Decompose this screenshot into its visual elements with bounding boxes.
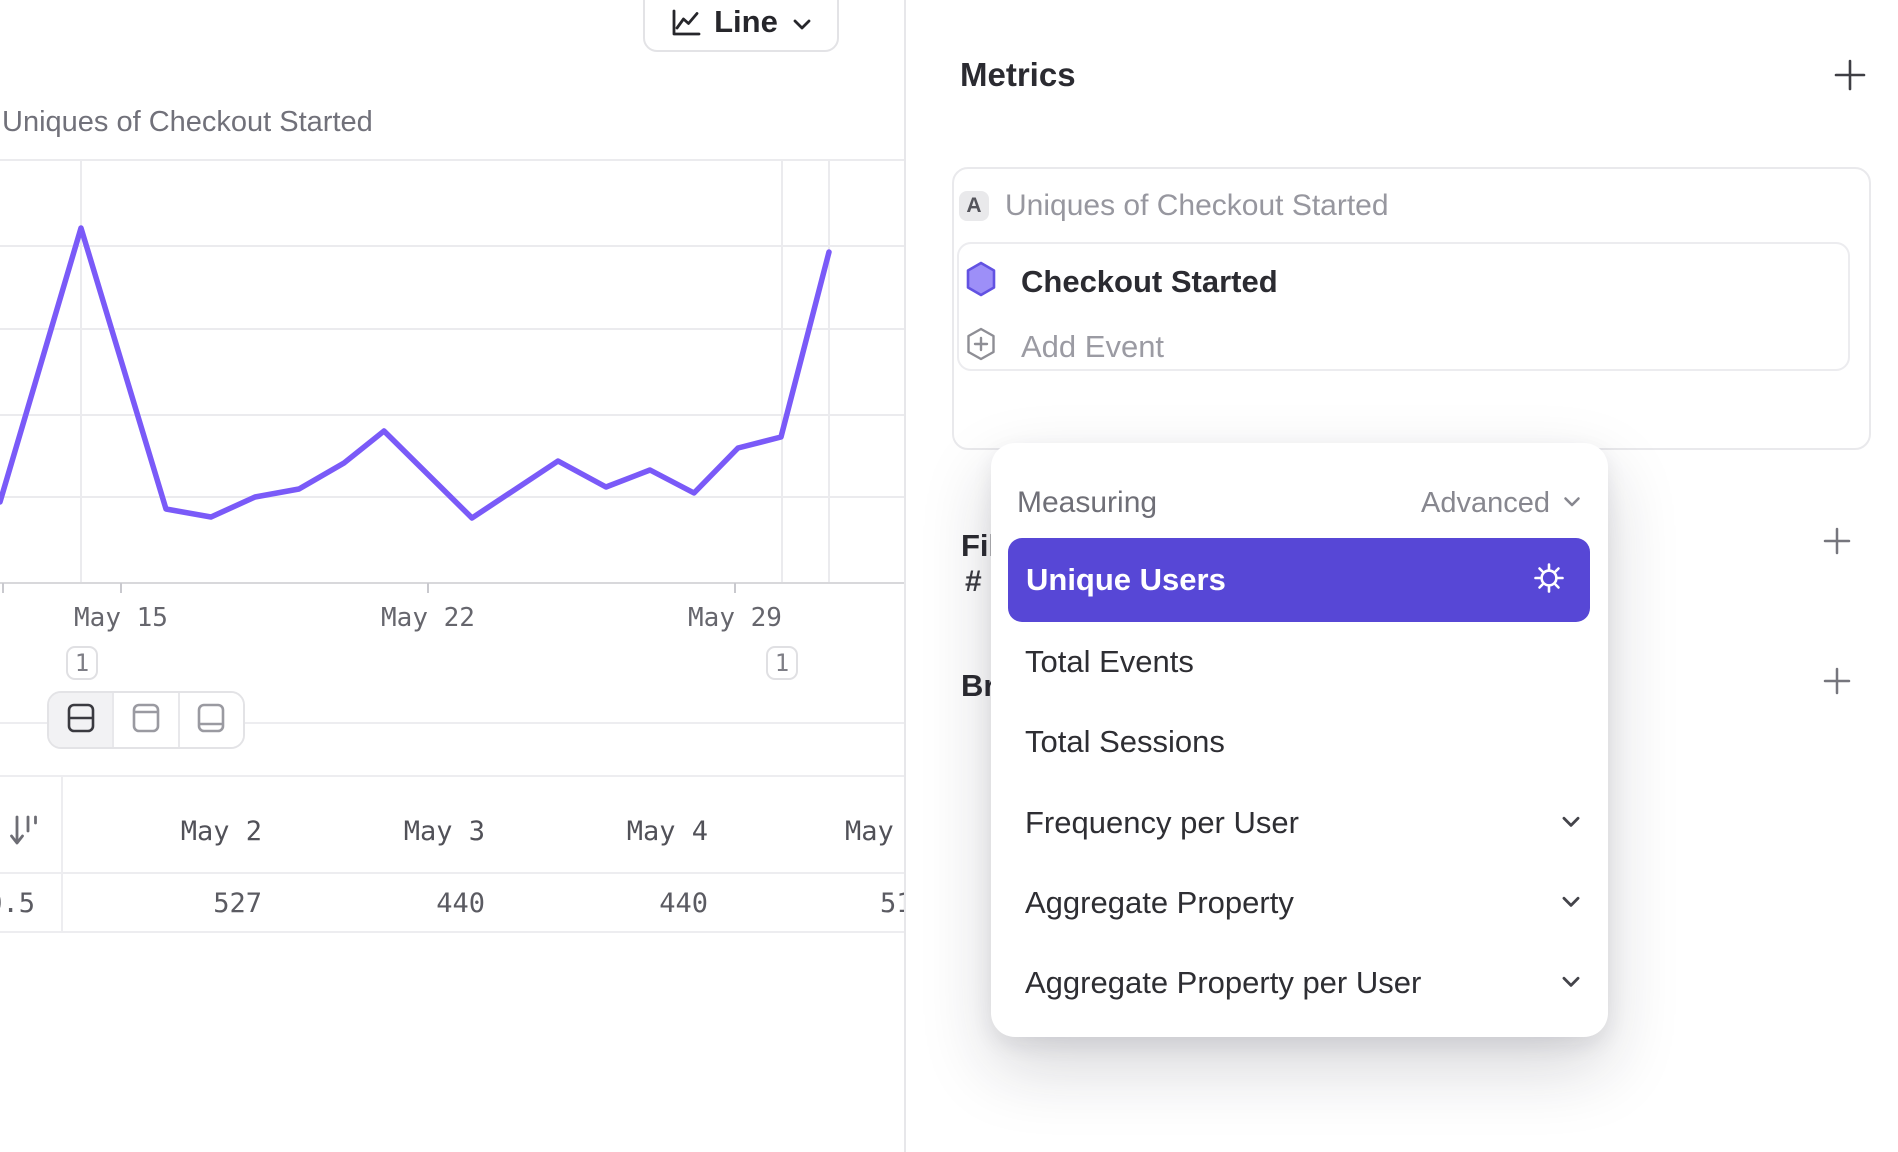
add-breakdown-button[interactable]	[1819, 665, 1855, 701]
event-hexagon-icon	[965, 261, 997, 302]
event-name: Checkout Started	[1021, 263, 1278, 299]
events-group-card: Checkout Started Add Event	[957, 242, 1850, 371]
chart-gridlines	[0, 159, 904, 583]
dropdown-option[interactable]: Aggregate Property per User	[1025, 961, 1584, 1005]
table-header-border	[0, 872, 904, 874]
chevron-down-icon	[1560, 489, 1584, 518]
table-header-cell[interactable]: May 2	[180, 816, 262, 847]
table-header-cell-clipped[interactable]: May	[845, 816, 894, 847]
table-value-cell: 527	[213, 888, 262, 919]
metrics-section-title: Metrics	[960, 56, 1076, 93]
dropdown-option[interactable]: Frequency per User	[1025, 801, 1584, 845]
chart-type-button[interactable]: Line	[643, 0, 839, 52]
table-header-cell[interactable]: May 3	[403, 816, 485, 847]
table-column-divider	[61, 775, 63, 931]
advanced-label: Advanced	[1421, 486, 1550, 519]
chart-view-icon	[130, 700, 162, 741]
view-chart-only-button[interactable]	[112, 693, 178, 747]
dropdown-option-label: Total Events	[1025, 644, 1194, 679]
chart-title: Uniques of Checkout Started	[2, 106, 373, 138]
metric-label: Uniques of Checkout Started	[1005, 189, 1389, 222]
advanced-mode-selector[interactable]: Advanced	[1421, 487, 1584, 520]
add-metric-button[interactable]	[1828, 55, 1872, 99]
chevron-down-icon	[1558, 808, 1584, 839]
dropdown-option-selected[interactable]: Unique Users	[1008, 538, 1590, 622]
chart-canvas[interactable]	[0, 140, 904, 610]
split-view-icon	[65, 700, 97, 741]
dropdown-option-label: Aggregate Property per User	[1025, 965, 1422, 1000]
x-tick-label: May 15	[74, 603, 168, 633]
aggregation-hash-label: #	[965, 565, 982, 598]
add-event-label: Add Event	[1021, 328, 1165, 364]
x-tick-label: May 22	[381, 603, 475, 633]
panel-divider	[904, 0, 906, 1152]
gear-icon[interactable]	[1530, 559, 1568, 602]
table-value-cell-clipped: 51	[880, 888, 904, 919]
chart-type-label: Line	[714, 4, 778, 39]
chevron-down-icon	[1558, 888, 1584, 919]
line-chart-icon	[668, 6, 702, 40]
table-row-label-clipped: 0.5	[0, 888, 35, 919]
table-view-icon	[195, 700, 227, 741]
add-event-button[interactable]: Add Event	[965, 327, 1164, 366]
add-event-hexagon-plus-icon	[965, 327, 997, 366]
query-builder-panel: Metrics A Uniques of Checkout Started	[906, 0, 1898, 1152]
metric-label-row: A Uniques of Checkout Started	[959, 189, 1389, 222]
table-value-cell: 440	[436, 888, 485, 919]
sort-icon[interactable]	[8, 812, 40, 857]
metric-card: A Uniques of Checkout Started Checkout S…	[952, 167, 1871, 613]
x-axis-ticks	[2, 583, 736, 593]
view-table-only-button[interactable]	[177, 693, 243, 747]
event-row[interactable]: Checkout Started	[965, 261, 1278, 302]
dropdown-option[interactable]: Total Events	[1025, 640, 1584, 684]
chevron-down-icon	[790, 12, 814, 40]
table-top-border	[0, 775, 904, 777]
metric-letter-badge[interactable]: A	[959, 191, 989, 221]
dropdown-option-label: Frequency per User	[1025, 805, 1299, 840]
dropdown-option[interactable]: Total Sessions	[1025, 720, 1584, 764]
chevron-down-icon	[1558, 968, 1584, 999]
table-header-cell[interactable]: May 4	[626, 816, 708, 847]
dropdown-option[interactable]: Aggregate Property	[1025, 881, 1584, 925]
x-tick-label: May 29	[688, 603, 782, 633]
chart-panel: Line Uniques of Checkout Started	[0, 0, 904, 1152]
plus-icon	[1830, 55, 1870, 100]
measuring-label: Measuring	[1017, 486, 1158, 519]
plus-icon	[1820, 524, 1854, 563]
chart-line	[0, 225, 832, 521]
dropdown-option-label: Total Sessions	[1025, 724, 1225, 759]
chart-table-divider	[0, 722, 904, 724]
axis-page-badge-right[interactable]: 1	[766, 646, 798, 680]
measuring-dropdown: Measuring Advanced Unique Users	[991, 443, 1608, 1037]
dropdown-option-label: Unique Users	[1026, 562, 1226, 597]
view-layout-toggle	[47, 691, 245, 749]
plus-icon	[1820, 664, 1854, 703]
table-value-cell: 440	[659, 888, 708, 919]
measuring-dropdown-header: Measuring Advanced	[1017, 483, 1584, 523]
axis-page-badge-left[interactable]: 1	[66, 646, 98, 680]
add-filter-button[interactable]	[1819, 525, 1855, 561]
dropdown-option-label: Aggregate Property	[1025, 885, 1294, 920]
view-split-button[interactable]	[49, 693, 113, 747]
table-bottom-border	[0, 931, 904, 933]
